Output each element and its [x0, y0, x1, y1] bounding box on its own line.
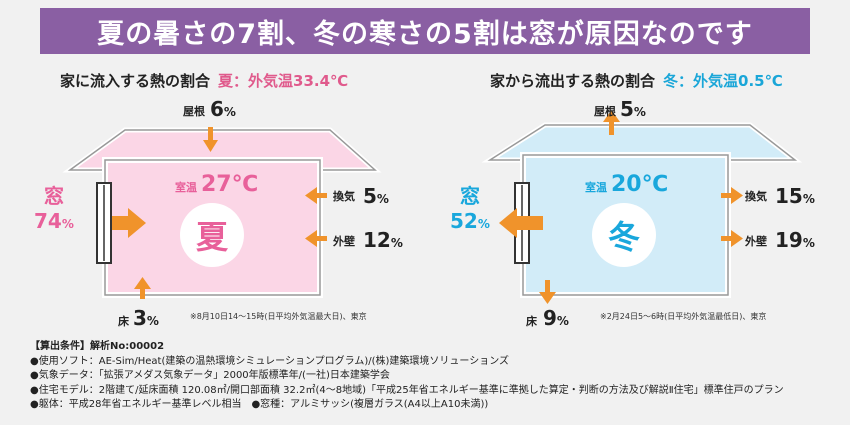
winter-title: 家から流出する熱の割合 [490, 72, 656, 90]
winter-vent-percent: 15% [775, 184, 815, 208]
winter-floor-label: 床 [526, 315, 537, 328]
summer-panel-title: 家に流入する熱の割合 夏：外気温33.4℃ [60, 70, 348, 91]
winter-subtitle: 冬：外気温0.5℃ [663, 72, 783, 90]
winter-window-arrow [499, 208, 543, 238]
summer-vent-arrow [305, 187, 327, 204]
summer-floor-percent: 3% [133, 306, 159, 330]
winter-wall-arrow [721, 230, 743, 247]
condition-line: ●住宅モデル：2階建て/延床面積 120.08㎡/開口部面積 32.2㎡(4～8… [30, 384, 784, 396]
headline-banner: 夏の暑さの7割、冬の寒さの5割は窓が原因なのです [40, 8, 810, 54]
winter-house-svg [481, 110, 803, 304]
winter-note: ※2月24日5～6時(日平均外気温最低日)、東京 [600, 312, 767, 321]
condition-line: ●使用ソフト：AE-Sim/Heat(建築の温熱環境シミュレーションプログラム)… [30, 355, 510, 367]
summer-season-badge: 夏 [180, 203, 244, 267]
summer-roof-percent: 6% [210, 97, 236, 121]
conditions-heading: 【算出条件】解析No:00002 [30, 341, 165, 352]
winter-roof-label: 屋根 [594, 105, 616, 118]
headline-text: 夏の暑さの7割、冬の寒さの5割は窓が原因なのです [97, 18, 753, 50]
calculation-conditions: 【算出条件】解析No:00002 ●使用ソフト：AE-Sim/Heat(建築の温… [30, 340, 830, 413]
summer-window-arrow [112, 208, 146, 238]
winter-season-badge: 冬 [592, 203, 656, 267]
summer-diagram [0, 0, 425, 330]
winter-roof-arrow [603, 110, 620, 135]
winter-floor-percent: 9% [543, 306, 569, 330]
summer-title: 家に流入する熱の割合 [60, 72, 211, 90]
summer-subtitle: 夏：外気温33.4℃ [218, 72, 349, 90]
summer-vent-label: 換気 [333, 190, 355, 203]
summer-roof-arrow [203, 127, 218, 152]
summer-wall-percent: 12% [363, 228, 403, 252]
summer-wall-arrow [305, 230, 327, 247]
winter-wall-label: 外壁 [745, 235, 767, 248]
winter-diagram [425, 0, 850, 330]
summer-window-share: 窓 74% [34, 184, 74, 233]
summer-house-svg [62, 127, 382, 299]
summer-roof-label: 屋根 [183, 105, 205, 118]
winter-roof-percent: 5% [620, 97, 646, 121]
winter-window-share: 窓 52% [450, 184, 490, 233]
summer-wall-label: 外壁 [333, 235, 355, 248]
winter-wall-percent: 19% [775, 228, 815, 252]
condition-line: ●躯体：平成28年省エネルギー基準レベル相当 ●窓種：アルミサッシ(複層ガラス(… [30, 399, 489, 411]
summer-floor-label: 床 [118, 315, 129, 328]
summer-room-temp: 室温 27℃ [175, 172, 259, 197]
winter-panel-title: 家から流出する熱の割合 冬：外気温0.5℃ [490, 70, 783, 91]
winter-vent-label: 換気 [745, 190, 767, 203]
summer-floor-arrow [134, 277, 151, 299]
summer-note: ※8月10日14～15時(日平均外気温最大日)、東京 [190, 312, 367, 321]
summer-vent-percent: 5% [363, 184, 389, 208]
winter-room-temp: 室温 20℃ [585, 172, 669, 197]
winter-vent-arrow [721, 187, 743, 204]
condition-line: ●気象データ：「拡張アメダス気象データ」2000年版標準年/(一社)日本建築学会 [30, 370, 390, 382]
winter-floor-arrow [539, 280, 556, 304]
